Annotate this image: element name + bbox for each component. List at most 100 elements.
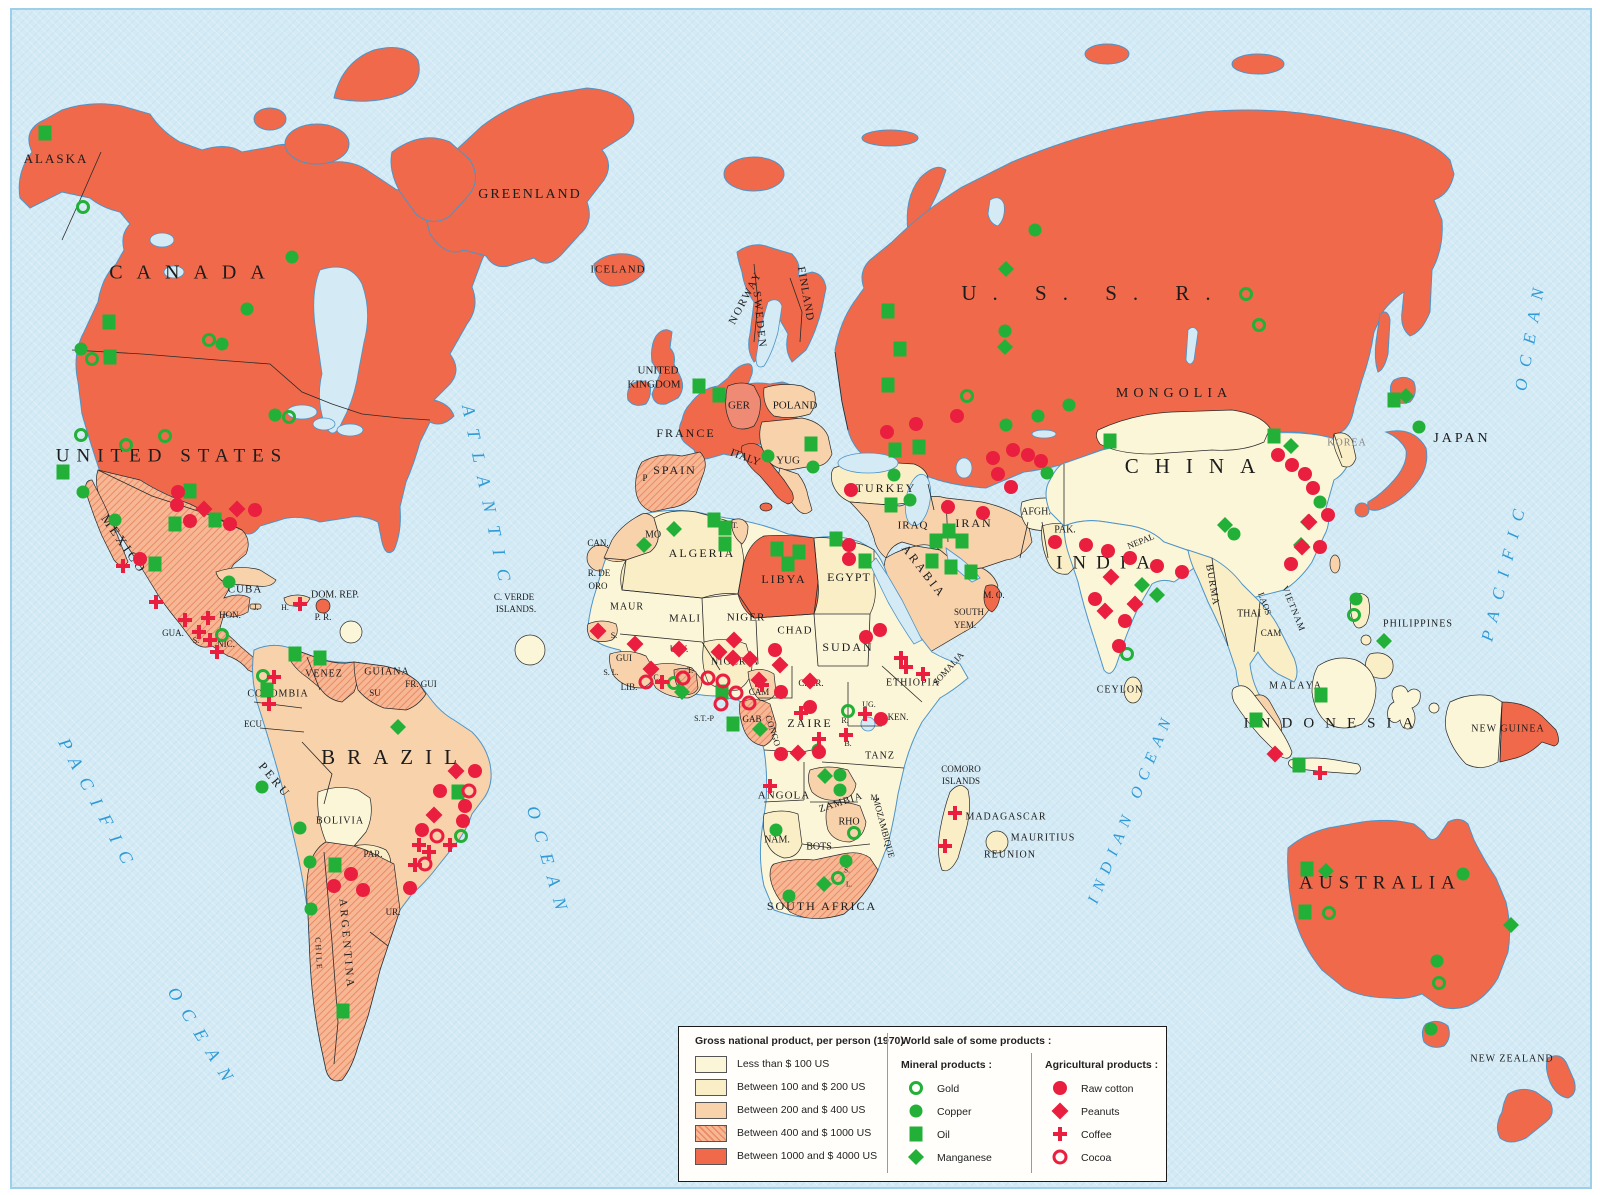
- island-visayas: [1360, 634, 1372, 646]
- label-cam: CAM: [749, 687, 770, 697]
- lake-balkhash: [1031, 429, 1057, 439]
- sea-black: [837, 452, 899, 474]
- marker-copper: [761, 449, 775, 463]
- island-new-guinea-west: [1445, 694, 1503, 768]
- border-europe-1: [753, 263, 849, 431]
- legend-agri-cotton: Raw cotton: [1081, 1083, 1134, 1095]
- label-h: H.: [281, 603, 289, 612]
- island-new-zealand-south: [1496, 1088, 1553, 1143]
- label-china: CHINA: [1125, 454, 1272, 478]
- marker-copper: [903, 493, 917, 507]
- marker-cotton: [812, 745, 826, 759]
- island-new-siberian: [1231, 53, 1285, 75]
- marker-oil: [1387, 392, 1401, 408]
- label-libya: LIBYA: [761, 572, 806, 586]
- label-venez: VENEZ: [305, 668, 343, 679]
- label-ecu: ECU: [244, 719, 263, 729]
- label-united-states: UNITED STATES: [56, 445, 289, 466]
- legend-mineral-title: Mineral products :: [901, 1059, 993, 1071]
- marker-oil: [313, 650, 327, 666]
- label-u-s-s-r: U. S. S. R.: [961, 281, 1226, 305]
- marker-oil: [288, 646, 302, 662]
- label-spain: SPAIN: [653, 463, 697, 477]
- marker-oil: [718, 536, 732, 552]
- legend-swatch-2: [695, 1102, 727, 1119]
- legend-swatch-0: [695, 1056, 727, 1073]
- sea-white: [987, 197, 1005, 227]
- marker-cotton: [458, 799, 472, 813]
- marker-oil: [944, 559, 958, 575]
- marker-oil: [148, 556, 162, 572]
- marker-cotton: [1321, 508, 1335, 522]
- label-south: SOUTH: [954, 607, 985, 617]
- marker-cotton: [456, 814, 470, 828]
- label-yug: YUG: [776, 455, 800, 467]
- label-afgh: AFGH.: [1021, 506, 1051, 517]
- marker-copper: [839, 854, 853, 868]
- label-australia: AUSTRALIA: [1299, 872, 1461, 893]
- label-mali: MALI: [669, 613, 701, 625]
- label-philippines: PHILIPPINES: [1383, 618, 1453, 629]
- label-brazil: BRAZIL: [321, 745, 469, 769]
- island-baffin: [390, 137, 476, 222]
- marker-cotton: [1048, 535, 1062, 549]
- marker-copper: [268, 408, 282, 422]
- island-mindanao: [1365, 652, 1394, 679]
- label-reunion: REUNION: [984, 849, 1036, 860]
- label-sudan: SUDAN: [822, 640, 873, 654]
- gold-symbol: [909, 1081, 923, 1095]
- lake-great-bear: [149, 232, 175, 248]
- label-zaire: ZAIRE: [787, 716, 832, 730]
- marker-copper: [76, 485, 90, 499]
- border-us-canada: [71, 349, 431, 421]
- marker-copper: [1430, 954, 1444, 968]
- marker-cotton: [344, 867, 358, 881]
- marker-cotton: [774, 685, 788, 699]
- marker-cotton: [133, 552, 147, 566]
- marker-oil: [328, 857, 342, 873]
- legend-agri-cocoa: Cocoa: [1081, 1152, 1112, 1164]
- label-gua: GUA.: [162, 628, 184, 638]
- marker-cotton: [1285, 458, 1299, 472]
- marker-cotton: [986, 451, 1000, 465]
- lake-great-slave: [163, 265, 185, 279]
- label-greenland: GREENLAND: [478, 187, 582, 202]
- marker-oil: [804, 436, 818, 452]
- island-ellesmere: [333, 47, 420, 102]
- label-c-verde: C. VERDE: [494, 592, 535, 602]
- label-r: R.: [841, 716, 848, 725]
- marker-manganese: [1376, 633, 1392, 649]
- marker-oil: [38, 125, 52, 141]
- island-taiwan: [1329, 554, 1341, 574]
- marker-oil: [858, 553, 872, 569]
- label-c: C.: [653, 673, 660, 682]
- label-islands: ISLANDS: [942, 776, 980, 786]
- country-rhodesia: [825, 802, 867, 843]
- marker-oil: [1292, 757, 1306, 773]
- label-nam: NAM.: [764, 834, 790, 845]
- marker-oil: [712, 387, 726, 403]
- label-chad: CHAD: [777, 625, 812, 637]
- label-kingdom: KINGDOM: [627, 379, 680, 391]
- island-honshu: [1367, 430, 1428, 511]
- marker-cotton: [1123, 551, 1137, 565]
- landmass-australia: [1287, 818, 1511, 1010]
- lake-michigan: [312, 417, 336, 431]
- sea-baltic: [755, 299, 783, 368]
- marker-oil: [183, 483, 197, 499]
- marker-oil: [781, 556, 795, 572]
- island-java: [1288, 757, 1361, 775]
- marker-oil: [893, 341, 907, 357]
- coffee-symbol: [1051, 1125, 1069, 1143]
- marker-cotton: [183, 514, 197, 528]
- marker-cotton: [171, 485, 185, 499]
- raw-cotton-symbol: [1053, 1081, 1067, 1095]
- label-b: B.: [844, 739, 851, 748]
- label-oro: ORO: [588, 581, 608, 591]
- marker-oil: [1314, 687, 1328, 703]
- label-united: UNITED: [638, 365, 679, 377]
- marker-copper: [999, 418, 1013, 432]
- label-p: P: [642, 473, 647, 483]
- label-malaya: MALAYA: [1269, 680, 1323, 691]
- sea-red: [869, 557, 923, 645]
